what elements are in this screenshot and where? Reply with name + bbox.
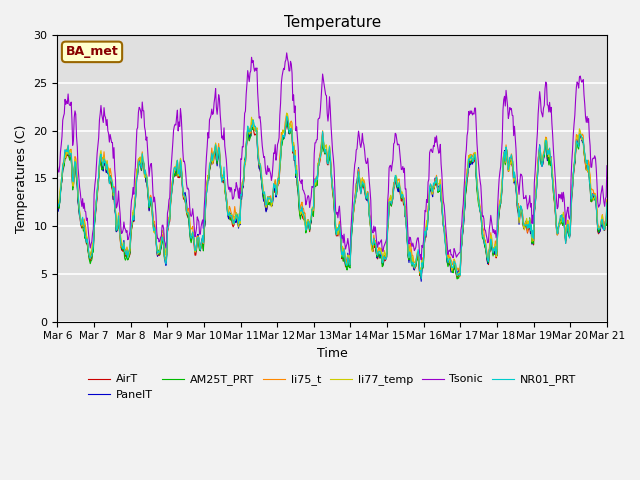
Legend: AirT, PanelT, AM25T_PRT, li75_t, li77_temp, Tsonic, NR01_PRT: AirT, PanelT, AM25T_PRT, li75_t, li77_te…: [84, 370, 580, 405]
Title: Temperature: Temperature: [284, 15, 381, 30]
Line: AirT: AirT: [58, 121, 607, 279]
Line: PanelT: PanelT: [58, 118, 607, 281]
Text: BA_met: BA_met: [66, 46, 118, 59]
Line: li77_temp: li77_temp: [58, 113, 607, 276]
Line: NR01_PRT: NR01_PRT: [58, 116, 607, 279]
X-axis label: Time: Time: [317, 347, 348, 360]
Line: li75_t: li75_t: [58, 113, 607, 276]
Line: AM25T_PRT: AM25T_PRT: [58, 121, 607, 279]
Y-axis label: Temperatures (C): Temperatures (C): [15, 124, 28, 233]
Line: Tsonic: Tsonic: [58, 53, 607, 260]
